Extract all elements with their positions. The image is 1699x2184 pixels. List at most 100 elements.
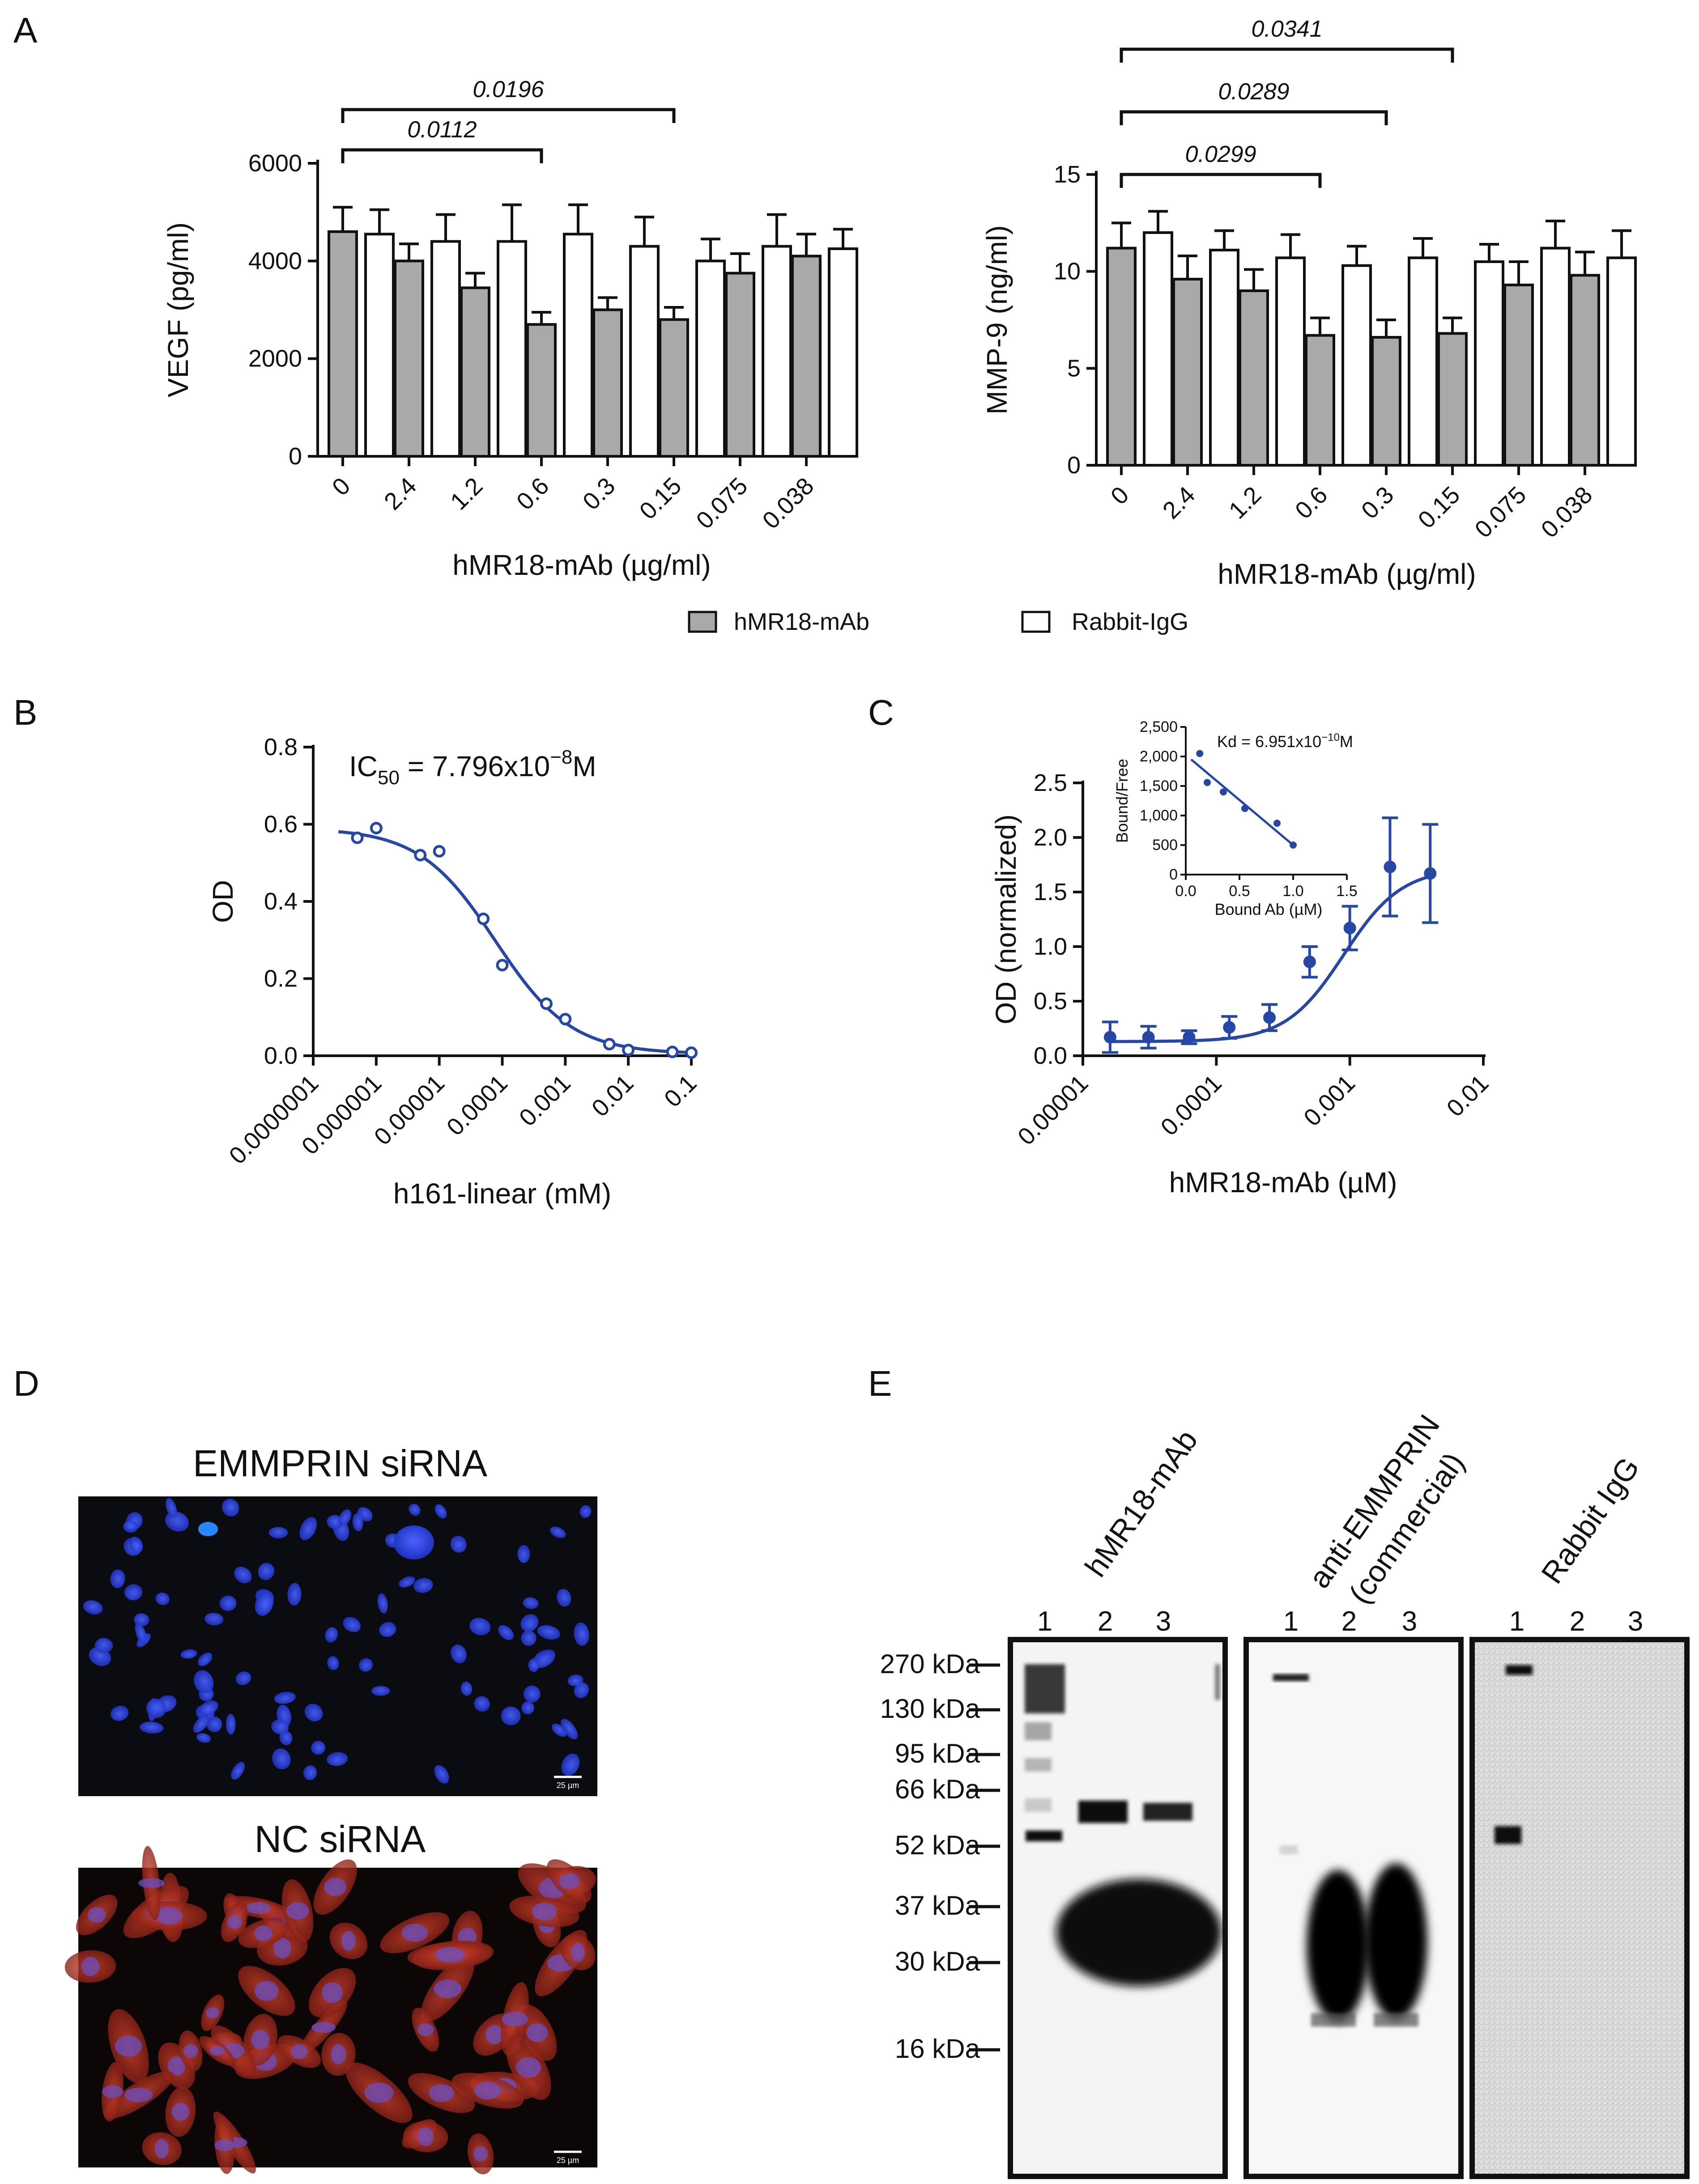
western-blot-panel: hMR18-mAb anti-EMMPRIN (commercial) Rabb… — [880, 1409, 1690, 2179]
x-tick-label: 0.075 — [1470, 481, 1532, 543]
molecular-weight-markers: 270 kDa 130 kDa 95 kDa 66 kDa 52 kDa 37 … — [880, 1649, 1000, 2064]
x-tick-label: 0.00001 — [369, 1070, 450, 1150]
cell-nucleus — [168, 2056, 186, 2076]
legend-swatch-hmr18 — [688, 611, 717, 633]
y-tick-label: 0.0 — [1034, 1042, 1067, 1069]
bar-rabbit — [364, 233, 395, 458]
cell-nucleus — [341, 1931, 356, 1951]
cell-nucleus — [209, 2045, 225, 2056]
nucleus — [567, 1674, 583, 1687]
nucleus — [304, 1704, 323, 1721]
data-point — [496, 959, 509, 972]
nucleus — [359, 1658, 373, 1672]
cell-nucleus — [81, 1957, 100, 1976]
emmprin-sirna-label: EMMPRIN siRNA — [193, 1442, 487, 1484]
bar-hmr18 — [526, 323, 557, 458]
nucleus — [129, 1536, 143, 1553]
nucleus — [194, 1670, 214, 1694]
ic50-curve-chart: 0.00.20.40.60.80.00000010.0000010.000010… — [207, 734, 702, 1210]
nucleus — [271, 1719, 289, 1734]
y-tick-label: 0 — [1067, 452, 1081, 479]
bar-rabbit — [1474, 260, 1504, 467]
cell-nucleus — [485, 2025, 503, 2044]
nucleus — [574, 1682, 589, 1699]
inset-y-tick-label: 1,000 — [1140, 807, 1178, 824]
nucleus — [343, 1617, 361, 1632]
cell-nucleus — [559, 1873, 579, 1889]
data-point — [666, 1045, 679, 1058]
nucleus — [268, 1527, 288, 1538]
blot-title-hmr18: hMR18-mAb — [1078, 1423, 1204, 1583]
nucleus — [521, 1701, 534, 1715]
emmprin-sirna-image — [78, 1496, 597, 1796]
inset-y-tick-label: 1,500 — [1140, 778, 1178, 795]
cell-nucleus — [124, 2087, 153, 2103]
bar-hmr18 — [1503, 284, 1534, 467]
x-tick-label: 0.01 — [1442, 1070, 1494, 1122]
emmprin-sirna-nuclei — [83, 1498, 592, 1784]
inset-data-point — [1241, 805, 1248, 812]
nucleus — [234, 1566, 252, 1584]
x-tick-label: 0.6 — [511, 472, 554, 515]
nucleus — [413, 1578, 433, 1593]
nucleus — [255, 1592, 274, 1616]
nucleus — [299, 1517, 317, 1540]
blot3-lane-2: 2 — [1570, 1606, 1585, 1637]
cell-nucleus — [115, 2035, 142, 2057]
marker-52: 52 kDa — [895, 1830, 980, 1860]
nucleus — [258, 1563, 275, 1581]
data-point — [1142, 1031, 1155, 1044]
nc-sirna-cells — [64, 1846, 596, 2175]
blot2-lane-1: 1 — [1283, 1606, 1299, 1637]
x-tick-label: 0.3 — [1356, 481, 1399, 524]
x-axis-title: hMR18-mAb (µg/ml) — [452, 549, 711, 581]
cell-nucleus — [571, 1942, 585, 1962]
nucleus — [574, 1622, 589, 1646]
nucleus — [434, 1504, 447, 1519]
cell-nucleus — [255, 1980, 279, 2001]
nucleus — [474, 1696, 490, 1712]
x-tick-label: 0.075 — [691, 472, 753, 534]
nucleus — [338, 1509, 352, 1525]
bar-hmr18 — [725, 272, 755, 458]
vegf-bar-chart: 0 2000 4000 6000 VEGF (pg/ml) 0 2.4 1.2 0.6 0.3 0.… — [162, 76, 858, 581]
bar-hmr18 — [1437, 332, 1468, 467]
nucleus — [450, 1535, 467, 1553]
y-tick-label: 15 — [1054, 161, 1081, 188]
cell-nucleus — [429, 2084, 454, 2102]
bar-rabbit — [497, 240, 527, 458]
x-tick-label: 0 — [327, 472, 356, 501]
nucleus — [94, 1638, 113, 1653]
nucleus — [311, 1741, 326, 1755]
blot-hmr18 — [1008, 1637, 1228, 2179]
blot3-lane-1: 1 — [1509, 1606, 1524, 1637]
inset-y-tick-label: 500 — [1152, 837, 1178, 854]
data-point — [1103, 1031, 1116, 1044]
bar-hmr18 — [1239, 289, 1269, 467]
legend: hMR18-mAb Rabbit-IgG — [688, 608, 1188, 635]
nucleus — [199, 1700, 218, 1716]
nucleus — [523, 1597, 539, 1609]
inset-fit-line — [1190, 758, 1294, 846]
ic50-annotation: IC50 = 7.796x10−8M — [349, 746, 596, 789]
fit-curve — [338, 830, 692, 1054]
bar-hmr18 — [1106, 246, 1137, 467]
x-tick-label: 0.15 — [1413, 481, 1465, 534]
data-point — [1183, 1031, 1196, 1044]
marker-130: 130 kDa — [880, 1694, 980, 1724]
bar-rabbit — [1143, 231, 1173, 467]
cell-nucleus — [473, 2146, 488, 2162]
inset-x-tick-label: 1.0 — [1282, 883, 1303, 900]
blot-title-rabbit-igg: Rabbit IgG — [1535, 1451, 1646, 1590]
data-point — [1343, 922, 1356, 935]
bar-rabbit — [762, 245, 792, 458]
nucleus — [274, 1691, 296, 1704]
bar-hmr18 — [659, 318, 689, 458]
bar-hmr18 — [460, 286, 490, 458]
y-tick-label: 2.0 — [1034, 824, 1067, 851]
data-point — [622, 1044, 635, 1057]
x-axis-title: hMR18-mAb (µg/ml) — [1218, 558, 1476, 590]
nucleus — [409, 1504, 421, 1516]
nucleus — [193, 1715, 209, 1733]
